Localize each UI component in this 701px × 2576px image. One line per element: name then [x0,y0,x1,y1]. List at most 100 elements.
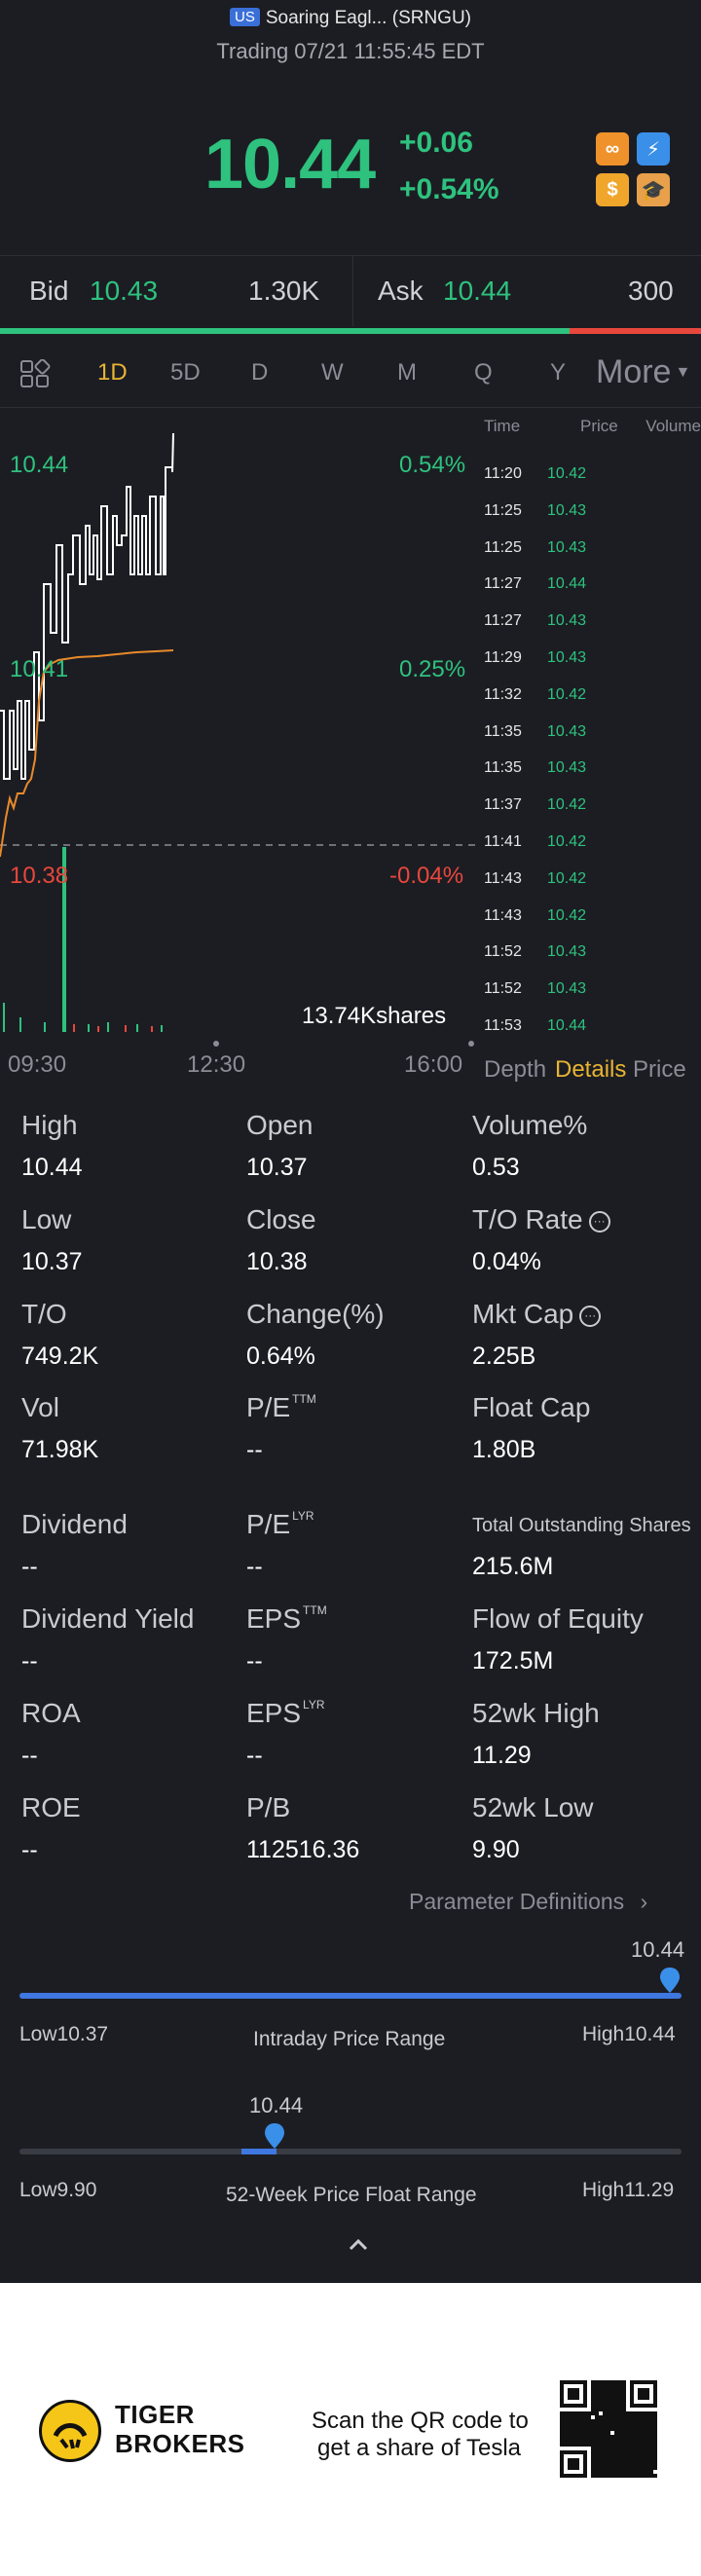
intraday-chart[interactable]: 10.44 10.41 10.38 0.54% 0.25% -0.04% 13.… [0,409,479,1051]
trade-time: 11:52 [484,980,522,998]
trade-time: 11:25 [484,501,522,519]
time-marker [213,1041,219,1047]
tab-5d[interactable]: 5D [170,359,201,386]
stat-label[interactable]: Mkt Cap ··· [472,1299,602,1330]
stat-value: 10.37 [246,1154,308,1181]
volume-bar [88,1024,90,1032]
trade-price: 10.42 [547,796,587,814]
info-icon[interactable]: ··· [579,1306,602,1327]
stat-label-text: Vol [21,1392,59,1422]
triangle-down-icon: ▼ [675,364,691,381]
volume-bar [44,1022,46,1032]
trade-price: 10.43 [547,501,587,519]
education-icon[interactable]: 🎓 [637,173,670,206]
stat-label-text: Low [21,1204,72,1234]
stat-label-text: T/O [21,1299,67,1329]
week52-high: High11.29 [582,2179,675,2201]
trade-time: 11:25 [484,538,522,556]
trade-time: 11:27 [484,575,522,593]
tab-m[interactable]: M [397,359,417,386]
stat-label-text: EPS [246,1603,302,1634]
stat-label-text: 52wk Low [472,1792,594,1822]
flash-icon[interactable]: ⚡ [637,132,670,166]
stat-label: EPS TTM [246,1603,327,1635]
last-price: 10.44 [204,126,376,203]
ask-strength-bar [570,328,701,334]
trade-price: 10.43 [547,943,587,961]
stat-label: Float Cap [472,1392,590,1423]
tab-q[interactable]: Q [474,359,493,386]
parameter-definitions-link[interactable]: Parameter Definitions › [409,1889,647,1915]
qr-code-icon[interactable] [560,2380,657,2478]
bid-ask-bar[interactable]: Bid 10.43 1.30K Ask 10.44 300 [0,255,701,334]
chart-canvas [0,432,479,1047]
stat-label-text: Flow of Equity [472,1603,644,1634]
week52-range-track [19,2149,682,2154]
trade-details-list[interactable]: Time Price Volume 11:2010.42100S11:2510.… [479,409,701,1051]
stat-label: Total Outstanding Shares [472,1515,691,1537]
collapse-chevron-up-icon[interactable] [347,2237,370,2253]
trade-price: 10.42 [547,465,587,482]
stat-label[interactable]: T/O Rate ··· [472,1204,610,1235]
info-icon[interactable]: ··· [588,1211,610,1233]
stat-label-sup: TTM [292,1392,316,1406]
pct-low-label: -0.04% [389,863,464,889]
brand-name-line1: TIGER [115,2400,195,2429]
trades-header-volume: Volume [646,417,701,435]
stat-value: 10.37 [21,1248,83,1275]
stat-value: -- [21,1742,38,1769]
stock-title[interactable]: US Soaring Eagl... (SRNGU) [0,8,701,29]
intraday-high: High10.44 [582,2023,676,2045]
tab-d[interactable]: D [251,359,269,386]
subtab-price[interactable]: Price [633,1056,686,1083]
trades-header-price: Price [580,417,618,435]
volume-bar [97,1026,99,1032]
stat-label-text: Dividend Yield [21,1603,195,1634]
trade-price: 10.44 [547,575,587,593]
bid-ask-divider [352,256,353,326]
stat-label: P/E TTM [246,1392,316,1423]
volume-bar [151,1026,153,1032]
trade-price: 10.42 [547,833,587,850]
subtab-depth[interactable]: Depth [484,1056,547,1083]
stat-label-sup: TTM [303,1603,327,1617]
dollar-icon[interactable]: $ [596,173,629,206]
trade-time: 11:35 [484,759,522,777]
tab-1d[interactable]: 1D [97,359,128,386]
stat-label-text: Mkt Cap [472,1299,574,1329]
stat-label-text: Total Outstanding Shares [472,1515,691,1536]
tab-more[interactable]: More ▼ [596,353,690,391]
tab-w[interactable]: W [321,359,344,386]
stat-label: Open [246,1110,314,1141]
stat-value: -- [21,1836,38,1863]
average-line [0,649,174,858]
price-low-label: 10.38 [10,863,69,889]
stat-value: 215.6M [472,1553,554,1580]
price-line [0,432,174,780]
volume-bar [161,1025,163,1032]
stat-value: -- [246,1436,263,1463]
intraday-range-label: Intraday Price Range [253,2028,446,2050]
options-icon[interactable]: ∞ [596,132,629,166]
stat-label-text: P/E [246,1392,291,1422]
time-mid-label: 12:30 [187,1051,246,1078]
stat-label-sup: LYR [292,1509,314,1523]
stat-label-text: EPS [246,1698,302,1728]
stat-label: Close [246,1204,316,1235]
trade-time: 11:20 [484,465,522,482]
subtab-details[interactable]: Details [555,1056,627,1083]
stat-label-text: Dividend [21,1509,128,1539]
volume-bars-sell [73,1024,153,1032]
stat-label: Low [21,1204,71,1235]
trade-price: 10.43 [547,612,587,630]
trade-time: 11:27 [484,612,522,630]
stat-label-text: T/O Rate [472,1204,583,1234]
trade-time: 11:29 [484,649,522,666]
tab-y[interactable]: Y [550,359,567,386]
layout-grid-icon[interactable] [19,359,51,388]
